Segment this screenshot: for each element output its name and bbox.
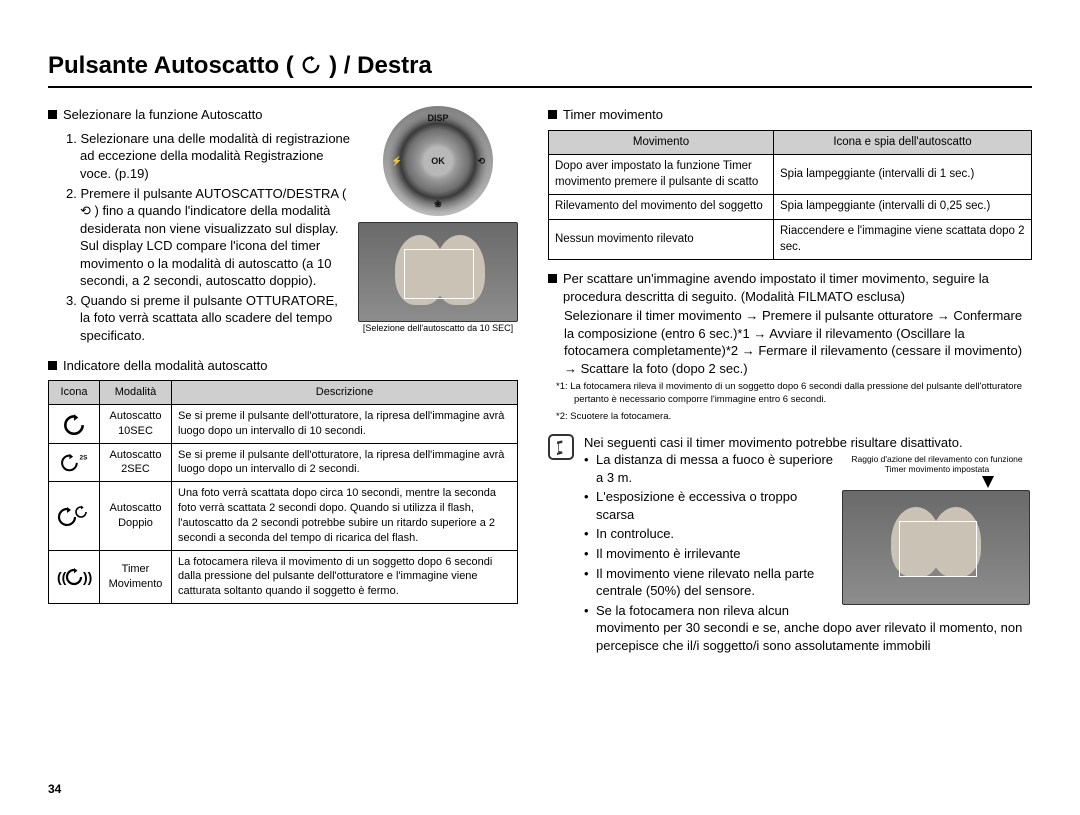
table-row: Dopo aver impostato la funzione Timer mo… — [549, 155, 1032, 195]
mode-desc: La fotocamera rileva il movimento di un … — [172, 550, 518, 604]
footnote-2: *2: Scuotere la fotocamera. — [548, 411, 1032, 424]
mode-desc: Se si preme il pulsante dell'otturatore,… — [172, 443, 518, 482]
icona-cell: Riaccendere e l'immagine viene scattata … — [774, 220, 1032, 260]
mode-indicator-table: Icona Modalità Descrizione Autoscatto 10… — [48, 380, 518, 604]
info-note: Nei seguenti casi il timer movimento pot… — [548, 434, 1032, 657]
col-modalita: Modalità — [100, 381, 172, 405]
disp-label: DISP — [427, 112, 448, 124]
bullet-icon — [548, 274, 557, 283]
list-item: Il movimento è irrilevante — [584, 545, 1032, 563]
list-item: L'esposizione è eccessiva o troppo scars… — [584, 488, 1032, 523]
right-column: Timer movimento Movimento Icona e spia d… — [548, 106, 1032, 656]
col-icona: Icona — [49, 381, 100, 405]
lcd-caption: [Selezione dell'autoscatto da 10 SEC] — [358, 324, 518, 334]
mode-label: Timer Movimento — [100, 550, 172, 604]
section-timer-movimento: Timer movimento — [548, 106, 1032, 124]
mode-icon-double — [49, 482, 100, 550]
macro-nav-icon: ❀ — [434, 198, 442, 210]
icona-cell: Spia lampeggiante (intervalli di 1 sec.) — [774, 155, 1032, 195]
nav-pad-illustration: OK DISP ⟲ ❀ ⚡ — [383, 106, 493, 216]
col-descrizione: Descrizione — [172, 381, 518, 405]
page-number: 34 — [48, 781, 61, 797]
icona-cell: Spia lampeggiante (intervalli di 0,25 se… — [774, 195, 1032, 220]
lcd-preview-image — [358, 222, 518, 322]
table-row: Autoscatto Doppio Una foto verrà scattat… — [49, 482, 518, 550]
list-item: In controluce. — [584, 525, 1032, 543]
timer-icon — [300, 53, 322, 75]
timer-nav-icon: ⟲ — [477, 155, 485, 167]
title-prefix: Pulsante Autoscatto ( — [48, 52, 300, 79]
left-column: OK DISP ⟲ ❀ ⚡ [Selezione dell'autoscatto… — [48, 106, 518, 656]
mode-icon-motion: (()) — [49, 550, 100, 604]
mode-icon-10s — [49, 404, 100, 443]
page-title: Pulsante Autoscatto ( ) / Destra — [48, 50, 1032, 88]
table-row: Autoscatto 10SEC Se si preme il pulsante… — [49, 404, 518, 443]
section1-title: Selezionare la funzione Autoscatto — [63, 106, 262, 124]
flash-nav-icon: ⚡ — [391, 155, 402, 167]
info-body: Nei seguenti casi il timer movimento pot… — [584, 434, 1032, 657]
movement-table: Movimento Icona e spia dell'autoscatto D… — [548, 130, 1032, 260]
title-suffix: ) / Destra — [329, 52, 432, 79]
table-header-row: Movimento Icona e spia dell'autoscatto — [549, 130, 1032, 155]
svg-text:)): )) — [83, 569, 92, 585]
info-icon — [548, 434, 574, 460]
procedure-intro: Per scattare un'immagine avendo impostat… — [563, 270, 1032, 305]
mode-label: Autoscatto 10SEC — [100, 404, 172, 443]
ok-label: OK — [431, 155, 445, 167]
mov-cell: Nessun movimento rilevato — [549, 220, 774, 260]
mode-label: Autoscatto Doppio — [100, 482, 172, 550]
col-movimento: Movimento — [549, 130, 774, 155]
mode-desc: Una foto verrà scattata dopo circa 10 se… — [172, 482, 518, 550]
svg-text:((: (( — [57, 569, 67, 585]
list-item: La distanza di messa a fuoco è superiore… — [584, 451, 1032, 486]
list-item: Se la fotocamera non rileva alcun movime… — [584, 602, 1032, 655]
section-right-title: Timer movimento — [563, 106, 663, 124]
table-row: (()) Timer Movimento La fotocamera rilev… — [49, 550, 518, 604]
procedure-flow: Selezionare il timer movimento → Premere… — [548, 307, 1032, 377]
list-item: Il movimento viene rilevato nella parte … — [584, 565, 1032, 600]
table-row: Nessun movimento rilevato Riaccendere e … — [549, 220, 1032, 260]
section2-title: Indicatore della modalità autoscatto — [63, 357, 268, 375]
mode-icon-2s: 2S — [49, 443, 100, 482]
disable-conditions-list: La distanza di messa a fuoco è superiore… — [584, 451, 1032, 654]
mode-desc: Se si preme il pulsante dell'otturatore,… — [172, 404, 518, 443]
mode-label: Autoscatto 2SEC — [100, 443, 172, 482]
bullet-icon — [48, 110, 57, 119]
two-column-layout: OK DISP ⟲ ❀ ⚡ [Selezione dell'autoscatto… — [48, 106, 1032, 656]
right-inline-figures: OK DISP ⟲ ❀ ⚡ [Selezione dell'autoscatto… — [358, 106, 518, 334]
svg-text:2S: 2S — [80, 455, 89, 462]
table-header-row: Icona Modalità Descrizione — [49, 381, 518, 405]
bullet-icon — [548, 110, 557, 119]
procedure-block: Per scattare un'immagine avendo impostat… — [548, 270, 1032, 424]
mov-cell: Rilevamento del movimento del soggetto — [549, 195, 774, 220]
mov-cell: Dopo aver impostato la funzione Timer mo… — [549, 155, 774, 195]
footnote-1: *1: La fotocamera rileva il movimento di… — [548, 381, 1032, 407]
section-select-autoscatto: Selezionare la funzione Autoscatto — [48, 106, 350, 124]
bullet-icon — [48, 361, 57, 370]
table-row: 2S Autoscatto 2SEC Se si preme il pulsan… — [49, 443, 518, 482]
table-row: Rilevamento del movimento del soggetto S… — [549, 195, 1032, 220]
col-icona-spia: Icona e spia dell'autoscatto — [774, 130, 1032, 155]
info-lead: Nei seguenti casi il timer movimento pot… — [584, 434, 1032, 452]
section-indicator: Indicatore della modalità autoscatto — [48, 357, 518, 375]
